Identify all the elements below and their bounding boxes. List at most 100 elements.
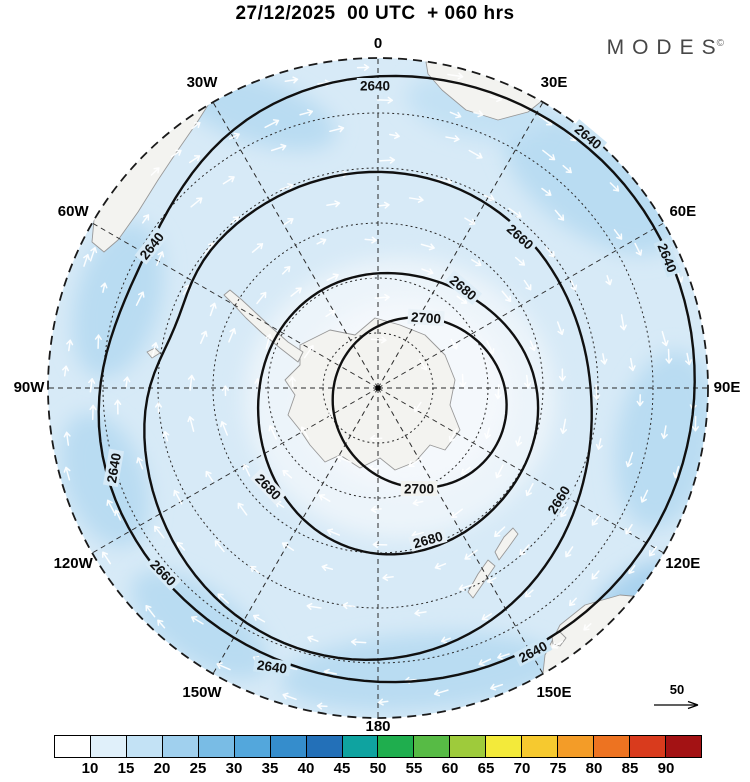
wind-arrow-icon xyxy=(542,149,556,161)
wind-arrow-icon xyxy=(447,72,464,80)
wind-arrow-icon xyxy=(560,418,568,434)
wind-arrow-icon xyxy=(665,348,673,364)
contour-label-bg xyxy=(250,468,287,505)
wind-speed-colorbar xyxy=(54,735,702,758)
contour-label-bg xyxy=(134,226,169,265)
wind-arrow-icon xyxy=(456,295,468,304)
wind-arrow-icon xyxy=(448,428,458,443)
contour-label-group-0: 2640 xyxy=(356,78,394,94)
wind-arrow-icon xyxy=(459,373,467,388)
wind-arrow-icon xyxy=(268,425,277,440)
wind-arrow-icon xyxy=(170,149,182,158)
colorbar-cell-15 xyxy=(593,735,630,758)
colorbar-label-10: 10 xyxy=(81,760,99,777)
wind-arrow-icon xyxy=(497,652,510,660)
longitude-label-30E: 30E xyxy=(541,74,568,91)
wind-arrow-icon xyxy=(190,197,203,208)
wind-arrow-icon xyxy=(336,455,352,463)
wind-arrow-icon xyxy=(284,76,299,84)
wind-arrow-icon xyxy=(299,109,314,116)
colorbar-cell-4 xyxy=(197,735,235,758)
wind-arrow-icon xyxy=(135,291,145,306)
wind-arrow-icon xyxy=(321,564,334,572)
wind-arrow-icon xyxy=(214,540,225,553)
wind-arrow-icon xyxy=(316,238,327,245)
colorbar-cell-8 xyxy=(341,735,379,758)
wind-arrow-icon xyxy=(145,604,156,618)
meridian-line-60 xyxy=(377,222,665,389)
wind-arrow-icon xyxy=(377,698,389,706)
wind-arrow-icon xyxy=(316,702,328,710)
meridian-line-300 xyxy=(91,222,379,389)
wind-arrow-icon xyxy=(508,207,522,218)
wind-arrow-icon xyxy=(433,689,449,697)
wind-arrow-icon xyxy=(484,427,492,439)
wind-arrow-icon xyxy=(290,287,302,297)
wind-arrow-icon xyxy=(191,121,201,130)
wind-arrow-icon xyxy=(471,259,482,267)
wind-arrow-icon xyxy=(265,333,273,350)
wind-arrow-icon xyxy=(421,268,434,276)
wind-arrow-icon xyxy=(187,416,195,432)
wind-arrow-icon xyxy=(283,218,294,226)
wind-arrow-icon xyxy=(414,401,422,413)
colorbar-cell-9 xyxy=(377,735,415,758)
wind-arrow-icon xyxy=(326,200,341,208)
wind-arrow-icon xyxy=(408,457,423,468)
colorbar-cell-7 xyxy=(305,735,343,758)
meridian-line-210 xyxy=(212,387,379,675)
wind-arrow-icon xyxy=(101,551,112,565)
wind-arrow-icon xyxy=(154,525,165,539)
wind-arrow-icon xyxy=(350,638,367,646)
wind-arrow-icon xyxy=(205,470,214,482)
wind-arrow-icon xyxy=(640,489,649,503)
colorbar-label-40: 40 xyxy=(297,760,315,777)
contour-label-group-14: 2700 xyxy=(400,481,438,497)
wind-arrow-icon xyxy=(378,156,396,164)
wind-arrow-icon xyxy=(478,658,492,667)
colorbar-cell-1 xyxy=(89,735,127,758)
wind-arrow-icon xyxy=(378,201,390,209)
wind-arrow-icon xyxy=(114,399,122,415)
longitude-label-180: 180 xyxy=(365,718,390,735)
wind-arrow-icon xyxy=(420,243,435,251)
wind-arrow-icon xyxy=(329,125,345,133)
wind-arrow-icon xyxy=(303,345,314,359)
wind-arrow-icon xyxy=(250,565,260,574)
land-new-zealand-south xyxy=(467,559,496,599)
colorbar-labels: 10 15 20 25 30 35 40 45 50 55 60 65 70 75 80 85 90 xyxy=(54,760,702,778)
wind-arrow-icon xyxy=(625,451,634,468)
colorbar-label-25: 25 xyxy=(189,760,207,777)
wind-arrow-icon xyxy=(562,164,572,174)
wind-arrow-icon xyxy=(600,353,608,365)
land-antarctic-peninsula xyxy=(223,289,304,363)
colorbar-label-45: 45 xyxy=(333,760,351,777)
longitude-label-150W: 150W xyxy=(182,684,222,701)
wind-arrow-icon xyxy=(464,549,478,560)
wind-arrow-icon xyxy=(440,636,451,644)
contour-label-bg xyxy=(407,308,445,327)
colorbar-cell-0 xyxy=(54,735,91,758)
wind-arrow-icon xyxy=(370,505,382,513)
longitude-label-0: 0 xyxy=(374,35,382,52)
wind-arrow-icon xyxy=(486,576,497,584)
wind-arrow-icon xyxy=(221,385,229,397)
land-new-zealand-north xyxy=(494,527,519,561)
wind-arrow-icon xyxy=(173,489,183,505)
wind-arrow-icon xyxy=(89,246,98,262)
contour-label-bg xyxy=(408,527,448,552)
colorbar-label-70: 70 xyxy=(513,760,531,777)
wind-arrow-icon xyxy=(326,528,341,536)
wind-arrow-icon xyxy=(389,132,400,140)
wind-arrow-icon xyxy=(541,187,552,196)
wind-arrow-icon xyxy=(282,469,293,479)
wind-arrow-icon xyxy=(460,466,471,475)
wind-arrow-icon xyxy=(151,342,159,358)
wind-arrow-icon xyxy=(494,526,506,538)
wind-arrow-icon xyxy=(88,378,96,393)
wind-arrow-icon xyxy=(156,251,165,266)
wind-arrow-icon xyxy=(464,217,476,225)
wind-arrow-icon xyxy=(634,242,643,256)
contour-label-group-4: 2640 xyxy=(102,448,125,488)
wind-arrow-icon xyxy=(372,541,388,549)
